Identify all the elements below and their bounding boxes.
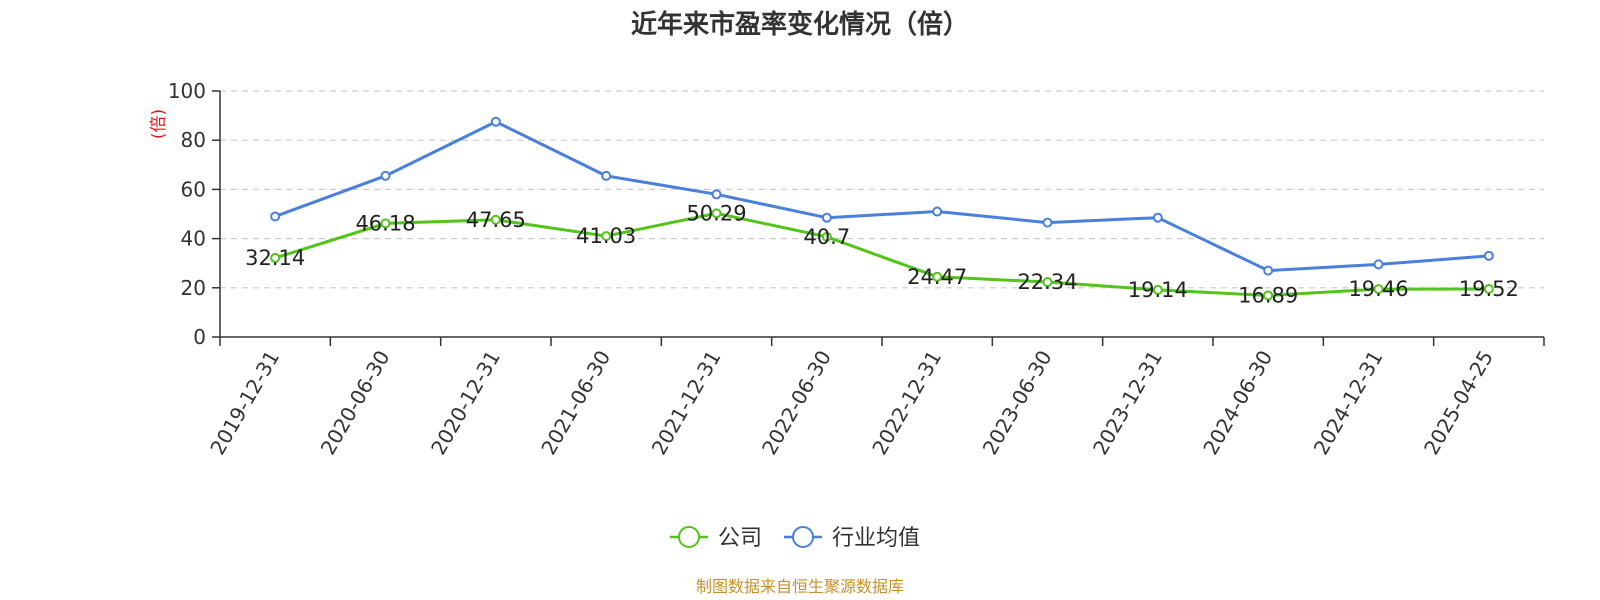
y-tick-label: 100 [168, 79, 206, 103]
data-point [711, 208, 722, 219]
data-point [932, 206, 943, 217]
x-tick-label: 2021-12-31 [647, 346, 726, 459]
data-point [1263, 290, 1274, 301]
data-label: 19.14 [1128, 278, 1188, 302]
x-tick-label: 2019-12-31 [205, 346, 284, 459]
y-tick-label: 40 [181, 227, 206, 251]
chart-title: 近年来市盈率变化情况（倍） [631, 9, 969, 40]
data-point [380, 218, 391, 229]
series-group [270, 116, 1494, 301]
axes: 0 20 40 60 80 100 2019-12-31 2020-06-30 2020-12-… [168, 79, 1545, 459]
x-tick-label: 2022-12-31 [867, 346, 946, 459]
data-point [380, 170, 391, 181]
legend[interactable]: 公司 行业均值 [670, 526, 920, 551]
legend-label: 行业均值 [832, 526, 920, 551]
y-axis-unit-label: (倍) [149, 109, 169, 139]
data-point [711, 189, 722, 200]
data-labels: 32.14 46.18 47.65 41.03 50.29 40.7 24.47 22.34 1… [245, 201, 1519, 307]
x-tick-label: 2022-06-30 [757, 346, 836, 459]
legend-item[interactable]: 公司 [670, 526, 762, 551]
x-tick-label: 2021-06-30 [536, 346, 615, 459]
data-point [270, 252, 281, 263]
data-point [601, 170, 612, 181]
data-point [821, 231, 832, 242]
grid-lines [220, 90, 1544, 289]
data-point [1042, 217, 1053, 228]
series-line [274, 120, 1489, 273]
legend-marker-icon [678, 526, 700, 548]
series-line [274, 211, 1489, 297]
legend-item[interactable]: 行业均值 [784, 526, 920, 551]
data-point [1152, 212, 1163, 223]
x-tick-label: 2023-12-31 [1088, 346, 1167, 459]
y-tick-label: 0 [193, 325, 206, 349]
data-label: 41.03 [576, 224, 636, 248]
legend-marker-icon [792, 526, 814, 548]
data-label: 24.47 [907, 265, 967, 289]
x-tick-label: 2020-12-31 [426, 346, 505, 459]
data-label: 16.89 [1238, 283, 1298, 307]
data-point [1483, 283, 1494, 294]
data-label: 19.52 [1459, 277, 1519, 301]
data-point [490, 116, 501, 127]
data-label: 47.65 [466, 208, 526, 232]
x-tick-label: 2020-06-30 [316, 346, 395, 459]
data-point [490, 214, 501, 225]
x-tick-label: 2024-12-31 [1309, 346, 1388, 459]
legend-label: 公司 [718, 526, 762, 551]
y-tick-label: 60 [181, 177, 206, 201]
data-label: 50.29 [686, 201, 746, 225]
data-label: 40.7 [803, 225, 850, 249]
data-label: 46.18 [355, 211, 415, 235]
x-tick-label: 2024-06-30 [1198, 346, 1277, 459]
data-point [932, 271, 943, 282]
data-point [1263, 265, 1274, 276]
data-point [1373, 284, 1384, 295]
source-note: 制图数据来自恒生聚源数据库 [696, 577, 904, 596]
data-point [1483, 250, 1494, 261]
data-label: 22.34 [1017, 270, 1077, 294]
data-point [1042, 277, 1053, 288]
y-tick-label: 80 [181, 128, 206, 152]
data-point [1152, 284, 1163, 295]
x-tick-label: 2023-06-30 [978, 346, 1057, 459]
data-point [601, 231, 612, 242]
data-point [821, 212, 832, 223]
data-label: 32.14 [245, 246, 305, 270]
x-tick-label: 2025-04-25 [1419, 346, 1498, 459]
data-point [1373, 259, 1384, 270]
data-point [270, 211, 281, 222]
data-label: 19.46 [1348, 277, 1408, 301]
y-tick-label: 20 [181, 276, 206, 300]
